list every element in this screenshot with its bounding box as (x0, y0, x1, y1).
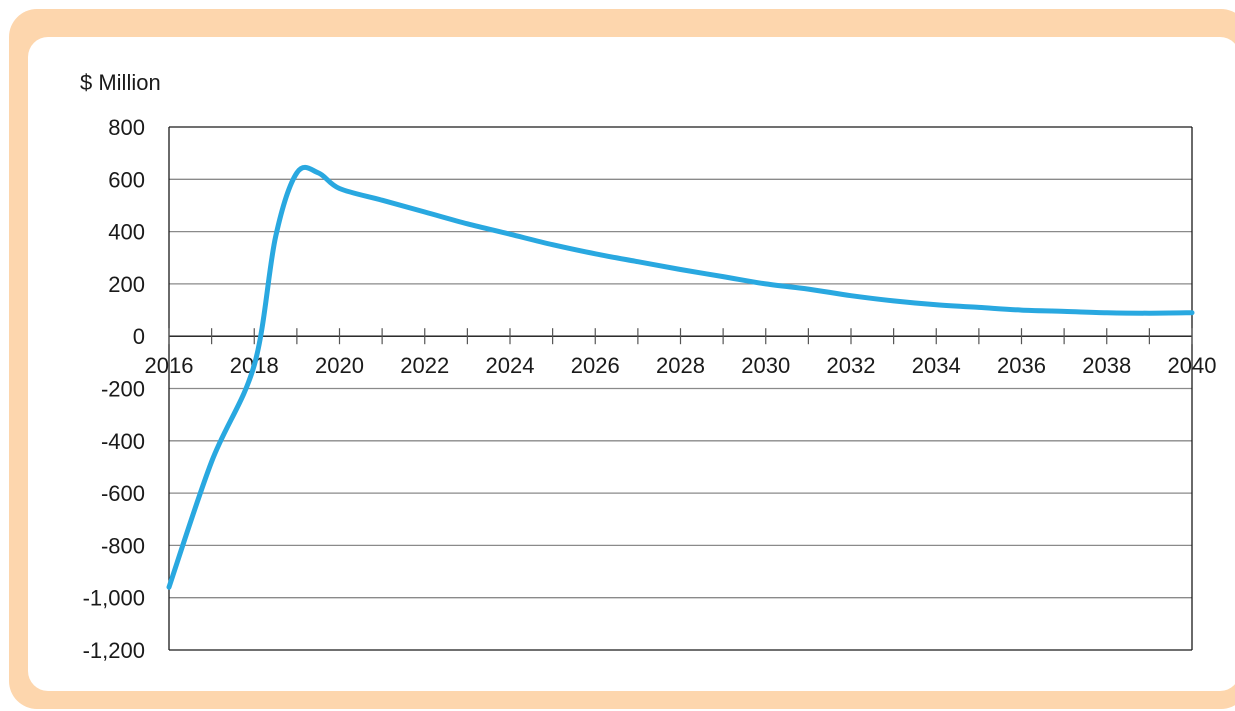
y-axis-label: $ Million (80, 70, 161, 95)
y-tick-labels: 800 600 400 200 0 -200 -400 -600 -800 -1,000 -1,20… (83, 115, 145, 663)
x-tick-label: 2032 (827, 353, 876, 378)
series-layer (166, 164, 1195, 590)
x-tick-label: 2026 (571, 353, 620, 378)
y-tick-label: -800 (101, 533, 145, 558)
y-tick-label: 600 (108, 167, 145, 192)
series-line-0 (166, 164, 1195, 590)
x-tick-label: 2038 (1082, 353, 1131, 378)
x-tick-label: 2030 (741, 353, 790, 378)
x-tick-label: 2040 (1168, 353, 1217, 378)
chart-panel (28, 37, 1235, 691)
x-tick-label: 2024 (486, 353, 535, 378)
tick-marks (168, 328, 1193, 345)
y-tick-label: -600 (101, 481, 145, 506)
y-tick-label: -1,200 (83, 638, 145, 663)
y-tick-label: 200 (108, 272, 145, 297)
y-tick-label: 800 (108, 115, 145, 140)
x-tick-label: 2022 (400, 353, 449, 378)
x-tick-label: 2034 (912, 353, 961, 378)
y-tick-label: -400 (101, 429, 145, 454)
y-tick-label: -1,000 (83, 586, 145, 611)
gridlines (169, 178, 1192, 599)
y-tick-label: 400 (108, 220, 145, 245)
x-tick-label: 2020 (315, 353, 364, 378)
y-tick-label: -200 (101, 377, 145, 402)
y-tick-label: 0 (133, 324, 145, 349)
x-tick-labels: 2016 2018 2020 2022 2024 2026 2028 2030 2032 2034… (145, 353, 1217, 378)
x-tick-label: 2016 (145, 353, 194, 378)
x-tick-label: 2028 (656, 353, 705, 378)
x-tick-label: 2036 (997, 353, 1046, 378)
